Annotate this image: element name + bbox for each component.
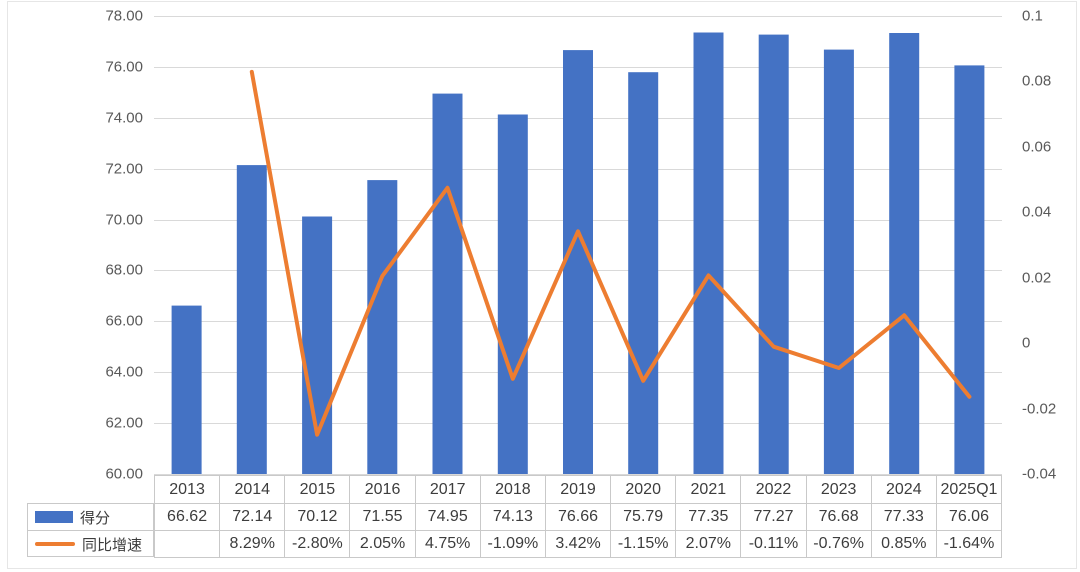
left-axis-tick: 62.00 — [105, 414, 143, 432]
left-axis-tick: 74.00 — [105, 109, 143, 127]
line-swatch-icon — [35, 542, 75, 546]
right-axis-tick: -0.02 — [1022, 400, 1057, 418]
score-cell: 74.13 — [480, 504, 546, 531]
right-axis: 0.1 0.08 0.06 0.04 0.02 0 -0.02 -0.04 — [1022, 0, 1080, 572]
score-bar-2025Q1 — [954, 65, 985, 475]
year-cell: 2024 — [871, 476, 937, 504]
score-bar-2013 — [171, 305, 202, 474]
score-bar-2018 — [497, 114, 528, 474]
score-cell: 72.14 — [220, 504, 286, 531]
right-axis-tick: 0.04 — [1022, 203, 1052, 221]
legend-item-growth: 同比增速 — [28, 531, 153, 557]
score-cell: 75.79 — [611, 504, 677, 531]
right-axis-tick: 0.08 — [1022, 72, 1052, 90]
score-cell: 76.66 — [545, 504, 612, 531]
right-axis-tick: 0.02 — [1022, 269, 1052, 287]
right-axis-tick: 0.06 — [1022, 138, 1052, 156]
right-axis-tick: 0.1 — [1022, 7, 1043, 25]
legend-item-score: 得分 — [28, 504, 153, 531]
growth-cell: 8.29% — [220, 531, 286, 558]
score-bar-2020 — [628, 72, 659, 474]
score-bar-2016 — [367, 180, 398, 474]
growth-cell: 2.07% — [676, 531, 742, 558]
table-row: 2013 2014 2015 2016 2017 2018 2019 2020 2021 2022… — [155, 476, 1003, 504]
score-cell: 74.95 — [415, 504, 481, 531]
table-row: 8.29% -2.80% 2.05% 4.75% -1.09% 3.42% -1.15% 2.… — [155, 531, 1003, 558]
year-cell: 2013 — [155, 476, 221, 504]
year-cell: 2018 — [480, 476, 546, 504]
growth-cell: -1.09% — [480, 531, 546, 558]
bar-swatch-icon — [35, 511, 73, 523]
table-row: 66.62 72.14 70.12 71.55 74.95 74.13 76.66 75.79… — [155, 504, 1003, 531]
year-cell: 2020 — [611, 476, 677, 504]
left-axis-tick: 60.00 — [105, 465, 143, 483]
year-cell: 2014 — [220, 476, 286, 504]
score-cell: 77.35 — [676, 504, 742, 531]
year-cell: 2017 — [415, 476, 481, 504]
left-axis-tick: 78.00 — [105, 7, 143, 25]
score-bar-2021 — [693, 32, 724, 474]
left-axis-tick: 76.00 — [105, 58, 143, 76]
score-cell: 76.06 — [936, 504, 1003, 531]
left-axis: 78.00 76.00 74.00 72.00 70.00 68.00 66.00 64.00… — [0, 0, 143, 572]
left-axis-tick: 72.00 — [105, 160, 143, 178]
left-axis-tick: 68.00 — [105, 261, 143, 279]
score-bar-2024 — [889, 33, 920, 474]
score-cell: 76.68 — [806, 504, 872, 531]
score-cell: 77.27 — [741, 504, 807, 531]
score-cell: 71.55 — [350, 504, 416, 531]
score-cell: 66.62 — [155, 504, 221, 531]
growth-cell: 0.85% — [871, 531, 937, 558]
growth-cell: -0.11% — [741, 531, 807, 558]
left-axis-tick: 66.00 — [105, 312, 143, 330]
score-bar-2017 — [432, 93, 463, 474]
right-axis-tick: -0.04 — [1022, 465, 1057, 483]
year-cell: 2025Q1 — [936, 476, 1003, 504]
left-axis-tick: 64.00 — [105, 363, 143, 381]
right-axis-tick: 0 — [1022, 334, 1031, 352]
score-bar-2019 — [563, 50, 593, 474]
growth-cell: -2.80% — [285, 531, 351, 558]
year-cell: 2023 — [806, 476, 872, 504]
growth-cell: 3.42% — [545, 531, 612, 558]
growth-cell: 4.75% — [415, 531, 481, 558]
year-cell: 2022 — [741, 476, 807, 504]
score-cell: 77.33 — [871, 504, 937, 531]
year-cell: 2021 — [676, 476, 742, 504]
year-cell: 2015 — [285, 476, 351, 504]
growth-cell: 2.05% — [350, 531, 416, 558]
score-bar-2014 — [236, 165, 267, 474]
legend: 得分 同比增速 — [27, 503, 154, 557]
growth-cell — [155, 531, 221, 558]
data-table: 2013 2014 2015 2016 2017 2018 2019 2020 2021 2022… — [154, 475, 1003, 558]
growth-cell: -1.15% — [611, 531, 677, 558]
growth-cell: -1.64% — [936, 531, 1003, 558]
year-cell: 2019 — [545, 476, 612, 504]
legend-growth-label: 同比增速 — [82, 536, 143, 554]
score-cell: 70.12 — [285, 504, 351, 531]
left-axis-tick: 70.00 — [105, 211, 143, 229]
score-bar-2022 — [758, 34, 789, 474]
year-cell: 2016 — [350, 476, 416, 504]
growth-line — [249, 69, 972, 437]
growth-cell: -0.76% — [806, 531, 872, 558]
score-bar-2023 — [823, 49, 854, 474]
legend-score-label: 得分 — [80, 509, 111, 527]
